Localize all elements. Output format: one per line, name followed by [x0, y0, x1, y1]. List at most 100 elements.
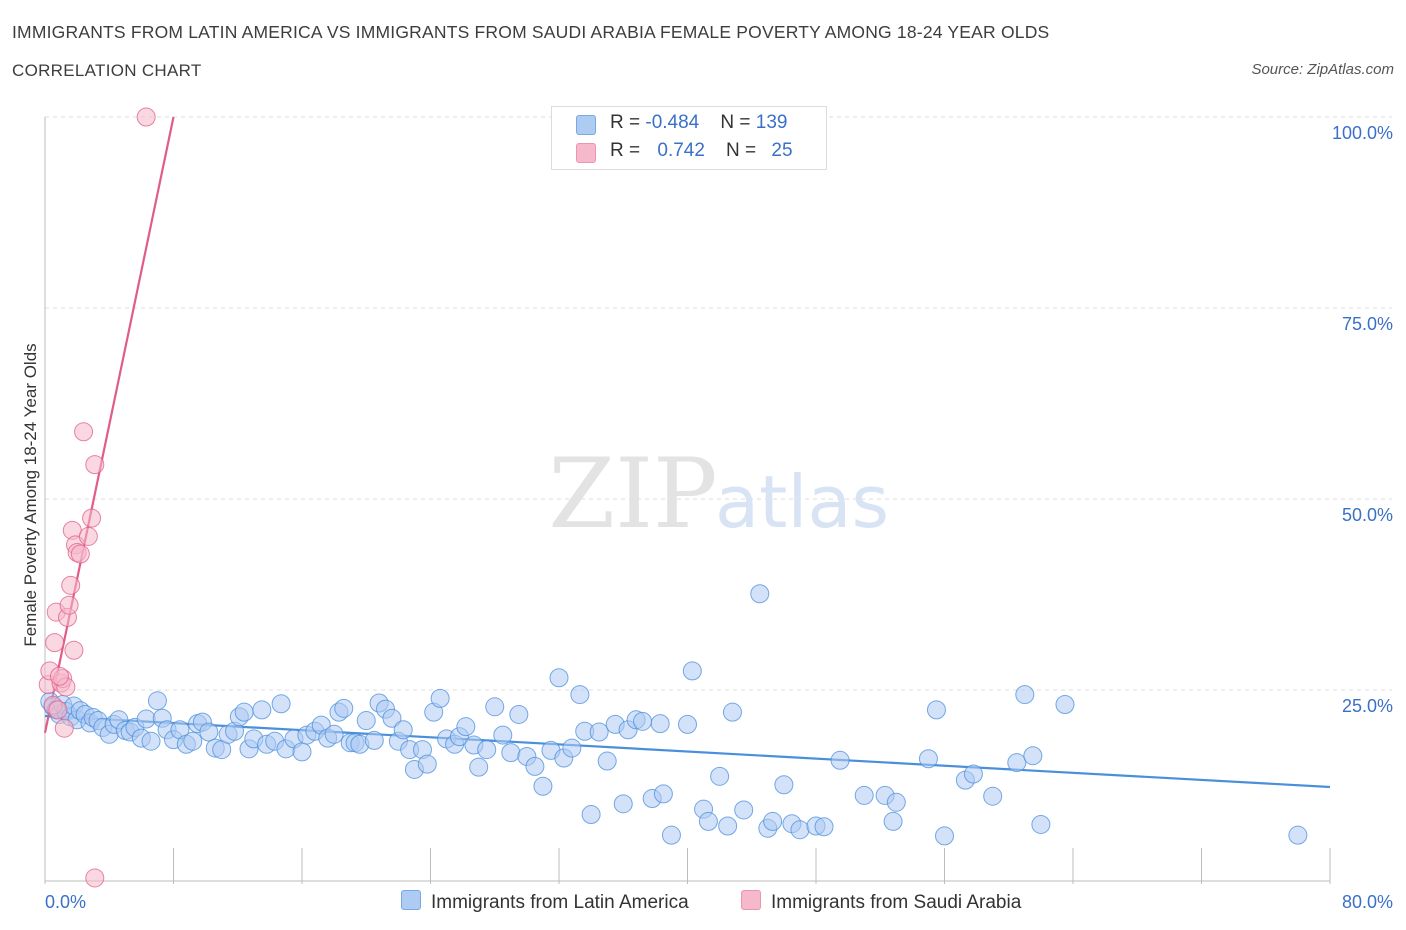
data-point: [790, 820, 810, 840]
data-point: [334, 698, 354, 718]
trend-lines: [43, 116, 1331, 789]
data-point: [292, 742, 312, 762]
data-point: [613, 794, 633, 814]
r-label: R =: [610, 112, 646, 133]
data-point: [661, 825, 681, 845]
data-point: [926, 700, 946, 720]
data-point: [581, 805, 601, 825]
data-point: [234, 702, 254, 722]
n-value: 25: [771, 140, 793, 161]
data-point: [85, 868, 105, 888]
legend-label-latin-america: Immigrants from Latin America: [431, 892, 689, 913]
data-point: [147, 691, 167, 711]
legend-swatch-saudi-arabia: [576, 143, 596, 163]
data-point: [734, 800, 754, 820]
n-label: N =: [720, 112, 756, 133]
data-point: [456, 717, 476, 737]
data-point: [854, 785, 874, 805]
correlation-legend: R = -0.484 N = 139 R = 0.742 N = 25: [551, 106, 827, 170]
x-tick-label-min: 0.0%: [45, 892, 86, 912]
source-label: Source: ZipAtlas.com: [1251, 61, 1394, 78]
data-point: [136, 107, 156, 127]
legend-swatch-latin-america: [401, 890, 421, 910]
series-latin-america: [40, 584, 1308, 846]
data-point: [45, 633, 65, 653]
legend-label-saudi-arabia: Immigrants from Saudi Arabia: [771, 892, 1022, 913]
data-point: [141, 731, 161, 751]
data-point: [597, 751, 617, 771]
data-point: [199, 722, 219, 742]
data-point: [48, 700, 68, 720]
r-value: -0.484: [645, 112, 700, 133]
watermark-atlas: atlas: [715, 460, 889, 544]
data-point: [364, 730, 384, 750]
legend-item-saudi-arabia[interactable]: Immigrants from Saudi Arabia: [741, 890, 1021, 914]
tick-labels: 25.0% 50.0% 75.0% 100.0% 0.0% 80.0%: [45, 123, 1393, 912]
data-point: [710, 766, 730, 786]
n-value: 139: [755, 112, 788, 133]
data-point: [883, 811, 903, 831]
data-point: [85, 455, 105, 475]
data-point: [78, 526, 98, 546]
legend-swatch-saudi-arabia: [741, 890, 761, 910]
data-point: [722, 702, 742, 722]
data-point: [136, 709, 156, 729]
data-point: [64, 640, 84, 660]
data-point: [983, 786, 1003, 806]
data-point: [570, 685, 590, 705]
data-point: [963, 764, 983, 784]
series-saudi-arabia: [38, 107, 156, 888]
data-point: [49, 666, 69, 686]
legend-swatch-latin-america: [576, 115, 596, 135]
y-axis-label: Female Poverty Among 18-24 Year Olds: [21, 343, 40, 646]
data-point: [698, 811, 718, 831]
data-point: [918, 749, 938, 769]
data-point: [54, 718, 74, 738]
trend-line-saudi-arabia: [43, 116, 175, 734]
watermark-zip: ZIP: [548, 438, 717, 550]
data-point: [271, 694, 291, 714]
data-point: [774, 775, 794, 795]
data-point: [493, 725, 513, 745]
data-point: [430, 688, 450, 708]
data-point: [324, 724, 344, 744]
watermark: ZIP atlas: [548, 438, 889, 550]
trend-line-latin-america: [44, 714, 1331, 789]
data-point: [830, 750, 850, 770]
data-point: [74, 422, 94, 442]
data-point: [509, 704, 529, 724]
data-point: [653, 784, 673, 804]
data-point: [533, 776, 553, 796]
data-point: [382, 708, 402, 728]
y-tick-label: 75.0%: [1342, 314, 1393, 334]
legend-item-latin-america[interactable]: Immigrants from Latin America: [401, 890, 689, 914]
data-point: [763, 811, 783, 831]
data-point: [562, 738, 582, 758]
y-tick-label: 25.0%: [1342, 696, 1393, 716]
n-label: N =: [726, 140, 762, 161]
data-point: [633, 711, 653, 731]
data-point: [485, 697, 505, 717]
data-point: [935, 826, 954, 846]
y-tick-label: 50.0%: [1342, 505, 1393, 525]
data-point: [356, 711, 376, 731]
data-point: [1288, 825, 1308, 845]
data-point: [1015, 685, 1035, 705]
data-point: [82, 508, 102, 528]
r-label: R =: [610, 140, 646, 161]
chart-subtitle: CORRELATION CHART: [12, 61, 202, 80]
r-value: 0.742: [657, 140, 705, 161]
data-point: [183, 731, 203, 751]
data-point: [61, 575, 81, 595]
y-tick-label: 100.0%: [1332, 123, 1393, 143]
data-point: [70, 544, 90, 564]
data-point: [549, 668, 569, 688]
data-point: [589, 722, 609, 742]
data-point: [886, 792, 906, 812]
data-point: [1007, 753, 1027, 773]
data-point: [525, 756, 545, 776]
data-point: [682, 661, 702, 681]
gridlines: [45, 116, 1392, 691]
data-point: [650, 714, 670, 734]
